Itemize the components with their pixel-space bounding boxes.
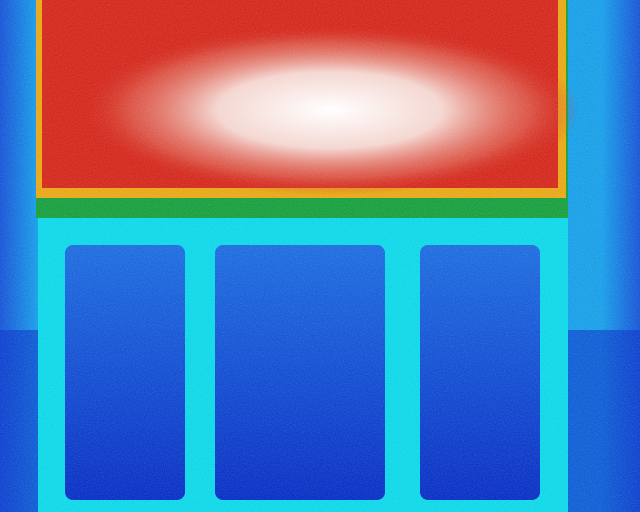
thermal-image [0, 0, 640, 512]
sensor-noise [0, 0, 640, 512]
page [0, 0, 640, 512]
